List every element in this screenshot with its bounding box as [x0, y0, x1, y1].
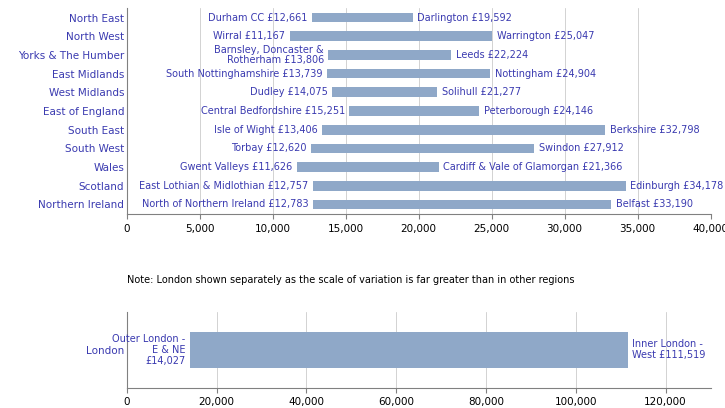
Text: Solihull £21,277: Solihull £21,277 — [442, 87, 521, 97]
Bar — [332, 87, 437, 97]
Text: Warrington £25,047: Warrington £25,047 — [497, 31, 594, 41]
Text: Barnsley, Doncaster &
Rotherham £13,806: Barnsley, Doncaster & Rotherham £13,806 — [215, 44, 324, 65]
Text: Darlington £19,592: Darlington £19,592 — [417, 13, 512, 22]
Bar — [312, 13, 413, 22]
Bar — [290, 31, 492, 41]
Text: Central Bedfordshire £15,251: Central Bedfordshire £15,251 — [201, 106, 345, 116]
Text: East Lothian & Midlothian £12,757: East Lothian & Midlothian £12,757 — [139, 181, 309, 191]
Bar — [313, 181, 626, 191]
Bar — [190, 332, 628, 368]
Text: Isle of Wight £13,406: Isle of Wight £13,406 — [215, 125, 318, 135]
Text: Torbay £12,620: Torbay £12,620 — [231, 143, 307, 153]
Text: Wirral £11,167: Wirral £11,167 — [213, 31, 286, 41]
Bar — [313, 200, 611, 209]
Bar — [328, 50, 451, 60]
Text: Nottingham £24,904: Nottingham £24,904 — [494, 69, 596, 79]
Text: Outer London -
E & NE
£14,027: Outer London - E & NE £14,027 — [112, 334, 186, 366]
Bar — [311, 144, 534, 153]
Bar — [323, 125, 605, 135]
Bar — [327, 69, 490, 78]
Text: Note: London shown separately as the scale of variation is far greater than in o: Note: London shown separately as the sca… — [127, 275, 574, 286]
Text: Berkshire £32,798: Berkshire £32,798 — [610, 125, 700, 135]
Text: Gwent Valleys £11,626: Gwent Valleys £11,626 — [180, 162, 292, 172]
Text: North of Northern Ireland £12,783: North of Northern Ireland £12,783 — [142, 200, 309, 209]
Text: Dudley £14,075: Dudley £14,075 — [250, 87, 328, 97]
Bar — [297, 162, 439, 172]
Text: Cardiff & Vale of Glamorgan £21,366: Cardiff & Vale of Glamorgan £21,366 — [443, 162, 622, 172]
Text: Edinburgh £34,178: Edinburgh £34,178 — [630, 181, 723, 191]
Text: Swindon £27,912: Swindon £27,912 — [539, 143, 624, 153]
Text: Belfast £33,190: Belfast £33,190 — [616, 200, 692, 209]
Text: Inner London -
West £111,519: Inner London - West £111,519 — [632, 339, 705, 360]
Text: Leeds £22,224: Leeds £22,224 — [455, 50, 528, 60]
Bar — [349, 106, 479, 116]
Text: Durham CC £12,661: Durham CC £12,661 — [208, 13, 307, 22]
Text: South Nottinghamshire £13,739: South Nottinghamshire £13,739 — [167, 69, 323, 79]
Text: Peterborough £24,146: Peterborough £24,146 — [484, 106, 592, 116]
